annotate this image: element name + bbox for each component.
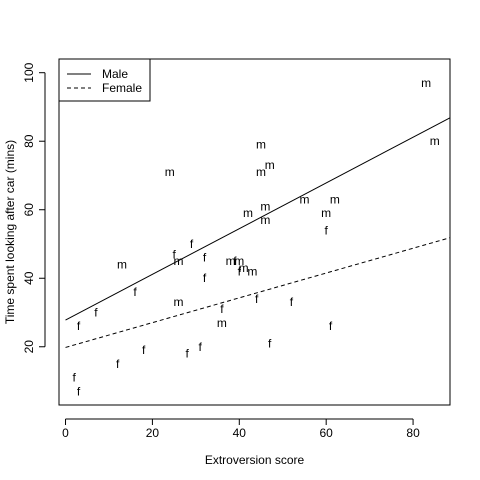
legend-female-label: Female — [102, 81, 142, 95]
male-data-point: m — [421, 76, 431, 90]
female-data-point: f — [220, 302, 224, 316]
y-axis-label: Time spent looking after car (mins) — [3, 140, 17, 324]
male-data-point: m — [265, 158, 275, 172]
legend-box — [58, 58, 151, 102]
legend: Male Female — [58, 58, 151, 102]
x-tick-label: 80 — [406, 426, 420, 440]
male-data-point: m — [226, 254, 236, 268]
male-data-point: m — [430, 134, 440, 148]
female-data-point: f — [185, 347, 189, 361]
axes-layer: 0 20 40 60 80 20 40 60 80 100 — [22, 62, 420, 440]
male-data-point: m — [239, 261, 249, 275]
male-data-point: m — [217, 316, 227, 330]
female-data-point: f — [77, 319, 81, 333]
male-data-point: m — [243, 206, 253, 220]
x-tick-label: 40 — [233, 426, 247, 440]
male-data-point: m — [117, 258, 127, 272]
female-data-point: f — [94, 306, 98, 320]
female-data-point: f — [199, 340, 203, 354]
female-data-point: f — [116, 357, 120, 371]
male-data-point: m — [247, 264, 257, 278]
female-data-point: f — [255, 292, 259, 306]
female-data-point: f — [172, 247, 176, 261]
female-data-point: f — [203, 251, 207, 265]
female-data-point: f — [77, 384, 81, 398]
male-data-point: m — [256, 138, 266, 152]
male-data-point: m — [256, 165, 266, 179]
male-data-point: m — [299, 192, 309, 206]
plot-frame — [58, 58, 451, 406]
y-tick-label: 20 — [22, 340, 36, 354]
female-data-point: f — [190, 237, 194, 251]
male-data-point: m — [173, 254, 183, 268]
legend-male-label: Male — [102, 67, 128, 81]
male-data-point: m — [173, 295, 183, 309]
female-data-point: f — [290, 295, 294, 309]
female-data-point: f — [142, 343, 146, 357]
x-tick-label: 60 — [320, 426, 334, 440]
male-data-point: m — [321, 206, 331, 220]
male-data-point: m — [260, 213, 270, 227]
female-data-point: f — [203, 271, 207, 285]
male-data-point: m — [330, 192, 340, 206]
y-tick-label: 60 — [22, 203, 36, 217]
female-data-point: f — [133, 285, 137, 299]
male-data-point: m — [165, 165, 175, 179]
female-data-point: f — [233, 254, 237, 268]
female-data-point: f — [73, 371, 77, 385]
y-tick-label: 40 — [22, 271, 36, 285]
x-tick-label: 0 — [62, 426, 69, 440]
y-tick-label: 80 — [22, 134, 36, 148]
female-data-point: f — [238, 264, 242, 278]
male-regression-line — [65, 117, 451, 321]
female-regression-line — [65, 237, 451, 348]
male-data-point: m — [234, 254, 244, 268]
female-data-point: f — [268, 336, 272, 350]
x-tick-label: 20 — [146, 426, 160, 440]
y-tick-label: 100 — [22, 62, 36, 82]
female-data-point: f — [329, 319, 333, 333]
female-data-point: f — [325, 223, 329, 237]
x-axis-label: Extroversion score — [205, 453, 305, 467]
male-data-point: m — [260, 199, 270, 213]
